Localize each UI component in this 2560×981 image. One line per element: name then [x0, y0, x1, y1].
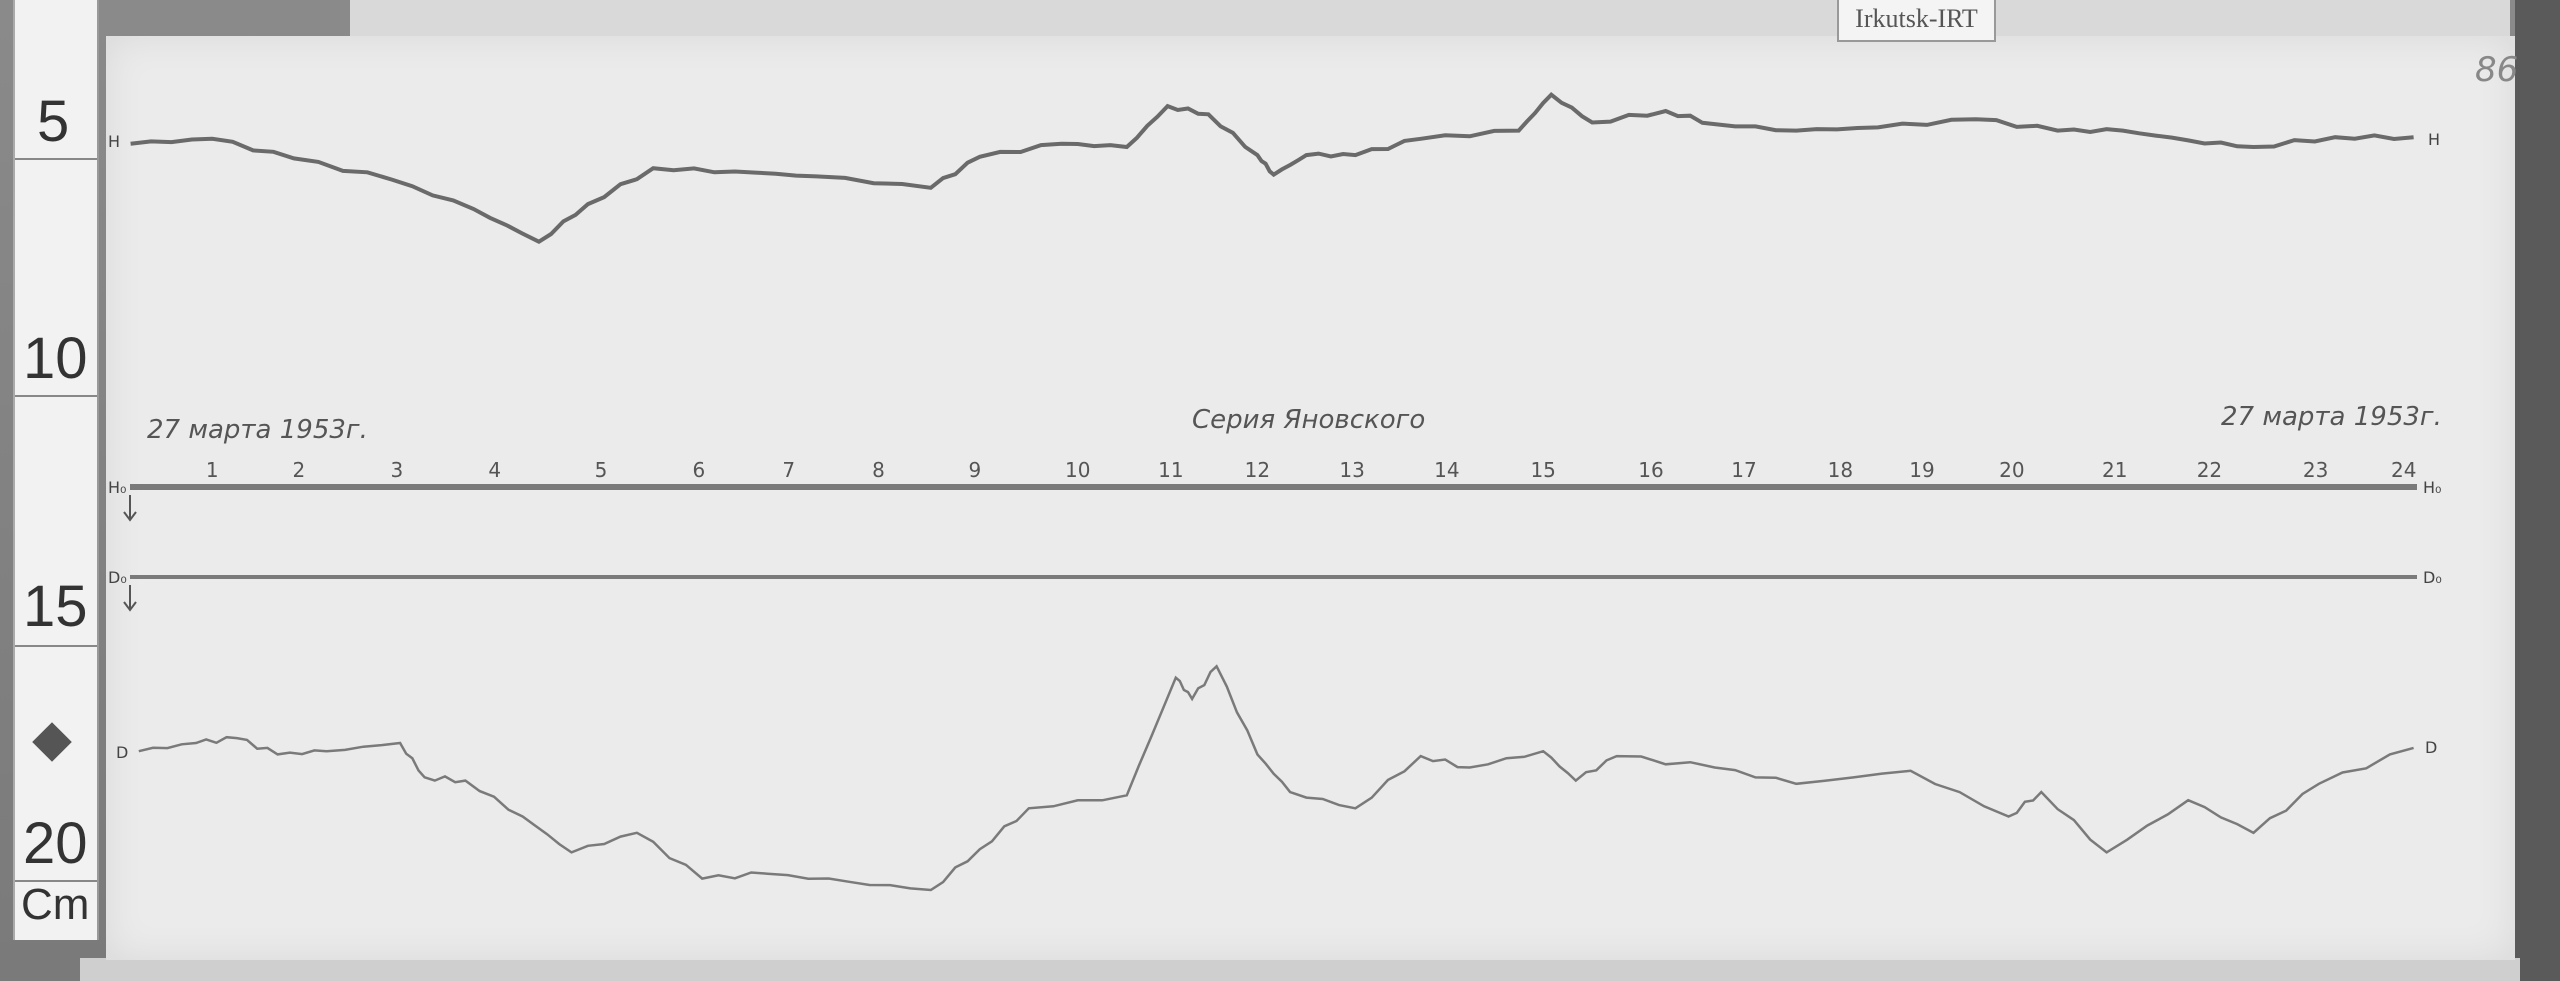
ruler-mark-20: 20	[23, 811, 88, 876]
d0-label-right: D₀	[2423, 568, 2442, 587]
hour-label: 8	[872, 458, 885, 482]
hour-label: 20	[1999, 458, 2025, 482]
d-trace	[138, 664, 2414, 892]
hour-label: 1	[205, 458, 219, 482]
ruler-mark-5: 5	[37, 89, 70, 154]
hour-label: 12	[1244, 458, 1271, 482]
h0-label-right: H₀	[2423, 478, 2442, 497]
hour-label: 9	[968, 458, 982, 482]
hour-label: 4	[488, 458, 502, 482]
ruler-mark-15: 15	[23, 574, 88, 639]
date-left: 27 марта 1953г.	[147, 415, 368, 445]
d0-arrow-icon	[123, 585, 137, 612]
hour-label: 6	[692, 458, 706, 482]
sheet-number: 86	[2475, 50, 2519, 90]
hour-label: 15	[1530, 458, 1556, 482]
date-right: 27 марта 1953г.	[2221, 402, 2442, 432]
hour-label: 17	[1731, 458, 1757, 482]
ruler-tick	[15, 158, 97, 160]
hour-label: 11	[1158, 458, 1184, 482]
d-label-left: D	[116, 743, 129, 762]
hour-label: 19	[1909, 458, 1935, 482]
hour-label: 24	[2391, 458, 2417, 482]
ruler-tick	[15, 645, 97, 647]
h-trace	[130, 92, 2414, 244]
ruler-tick	[15, 395, 97, 397]
hour-label: 21	[2102, 458, 2128, 482]
magnetogram-sheet	[106, 36, 2515, 960]
hour-label: 18	[1827, 458, 1854, 482]
station-label: Irkutsk-IRT	[1837, 0, 1996, 42]
ruler-tick	[15, 880, 97, 882]
bottom-strip	[80, 958, 2520, 981]
hour-label: 23	[2302, 458, 2329, 482]
h-label-left: H	[108, 132, 121, 151]
d0-label-left: D₀	[108, 568, 127, 587]
hour-label: 5	[594, 458, 608, 482]
hour-label: 3	[390, 458, 404, 482]
hour-label: 16	[1638, 458, 1664, 482]
hour-label: 2	[292, 458, 306, 482]
ruler-mark-10: 10	[23, 326, 88, 391]
h0-arrow-icon	[123, 495, 137, 522]
h-label-right: H	[2428, 130, 2441, 149]
hour-label: 22	[2196, 458, 2223, 482]
hour-label: 14	[1434, 458, 1460, 482]
series-title: Серия Яновского	[1192, 405, 1426, 435]
hour-label: 13	[1339, 458, 1365, 482]
hour-label: 7	[782, 458, 796, 482]
d-label-right: D	[2425, 738, 2438, 757]
h0-label-left: H₀	[108, 478, 127, 497]
hour-label: 10	[1065, 458, 1091, 482]
centimeter-ruler: 5 10 15 20 Cm	[13, 0, 99, 940]
ruler-unit: Cm	[21, 880, 90, 929]
right-edge	[2515, 0, 2560, 981]
